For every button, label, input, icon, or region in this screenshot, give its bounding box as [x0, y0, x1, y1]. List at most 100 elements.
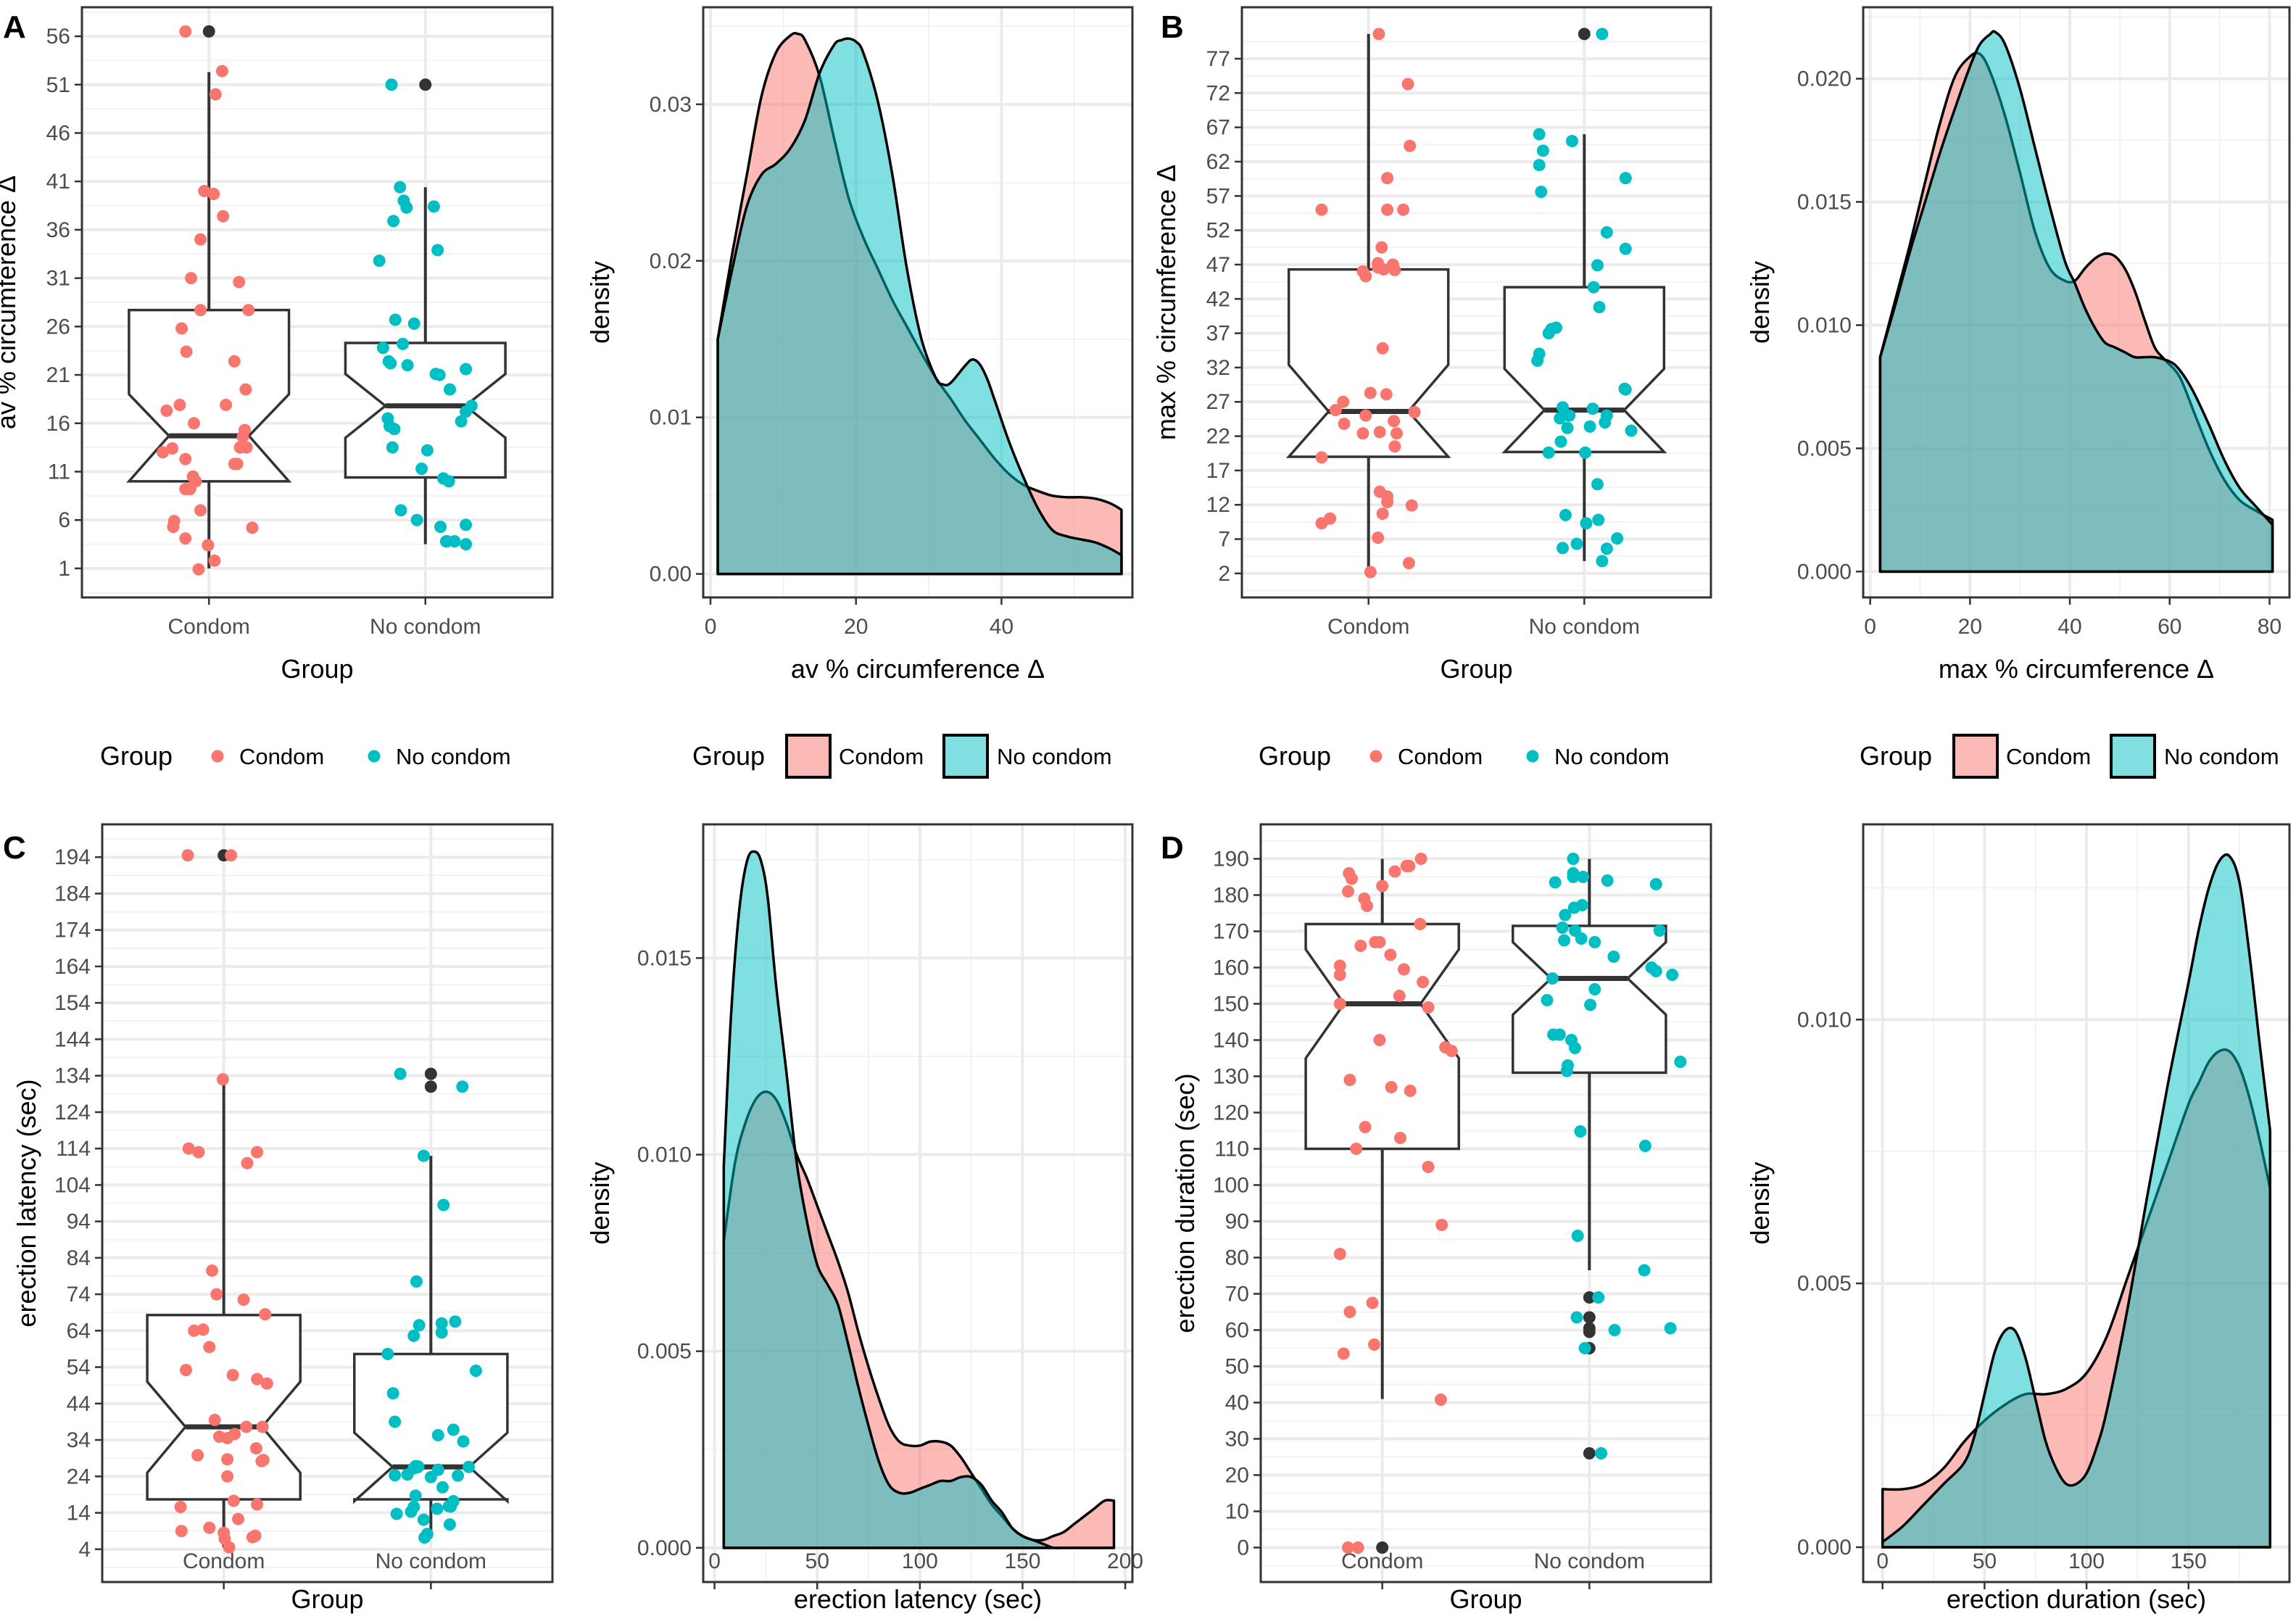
y-tick-label: 12 — [1206, 493, 1230, 517]
y-tick-label: 0 — [1237, 1536, 1249, 1560]
y-axis-title: density — [1745, 1162, 1775, 1244]
x-tick-label: No condom — [1534, 1549, 1645, 1573]
data-point — [390, 1507, 403, 1520]
x-axis-title: erection latency (sec) — [794, 1584, 1042, 1614]
data-point — [194, 304, 207, 317]
data-point — [1414, 918, 1427, 930]
data-point — [1611, 532, 1624, 545]
data-point — [1376, 508, 1389, 521]
data-point — [1373, 936, 1386, 948]
data-point — [1402, 557, 1415, 570]
data-point — [1600, 225, 1613, 239]
data-point — [242, 304, 255, 317]
data-point — [456, 1080, 469, 1093]
outlier-point — [424, 1067, 437, 1080]
legend-title: Group — [1259, 741, 1331, 771]
legend-key-condom — [785, 734, 832, 779]
y-axis-title: erection latency (sec) — [12, 1079, 41, 1327]
data-point — [233, 276, 246, 289]
x-tick-label: 150 — [1004, 1549, 1040, 1573]
legend-key-no-condom — [368, 750, 381, 763]
data-point — [1445, 1045, 1458, 1057]
data-point — [394, 181, 407, 194]
y-tick-label: 104 — [54, 1173, 91, 1197]
data-point — [1381, 203, 1394, 216]
data-point — [1333, 959, 1346, 972]
data-point — [1414, 853, 1427, 865]
y-tick-label: 36 — [46, 218, 70, 242]
data-point — [1571, 1230, 1584, 1242]
y-tick-label: 0.00 — [650, 563, 692, 587]
y-tick-label: 0.010 — [637, 1143, 692, 1167]
data-point — [1333, 1248, 1346, 1260]
x-tick-label: Condom — [183, 1549, 265, 1573]
data-point — [410, 513, 423, 526]
data-point — [1575, 932, 1588, 945]
y-tick-label: 57 — [1206, 184, 1230, 208]
data-point — [452, 1469, 465, 1482]
data-point — [196, 1323, 210, 1336]
x-tick-label: 100 — [2068, 1549, 2105, 1573]
data-point — [1580, 517, 1593, 530]
data-point — [256, 1420, 269, 1433]
legend-key-no-condom — [942, 734, 989, 779]
data-point — [1403, 860, 1416, 872]
data-point — [1674, 1056, 1687, 1068]
y-tick-label: 134 — [54, 1064, 91, 1088]
y-tick-label: 0.005 — [1797, 436, 1852, 460]
data-point — [1556, 922, 1569, 934]
data-point — [1533, 128, 1546, 141]
data-point — [1341, 885, 1354, 898]
data-point — [387, 215, 400, 228]
y-tick-label: 56 — [46, 25, 70, 49]
data-point — [1607, 951, 1620, 963]
data-point — [1422, 1001, 1435, 1014]
panel-border — [1862, 823, 2291, 1583]
data-point — [1394, 1132, 1407, 1144]
y-tick-label: 47 — [1206, 253, 1230, 277]
y-axis-title: av % circumference Δ — [0, 175, 21, 429]
y-axis-title: density — [1745, 261, 1775, 344]
legend-key-condom — [211, 750, 224, 763]
data-point — [179, 452, 192, 465]
data-point — [1666, 969, 1679, 981]
points-condom — [1315, 28, 1421, 579]
y-tick-label: 130 — [1213, 1065, 1249, 1089]
panel-border — [80, 6, 554, 599]
data-point — [1570, 537, 1583, 550]
y-tick-label: 0.005 — [637, 1340, 692, 1364]
x-axis-title: Group — [1449, 1584, 1522, 1614]
x-tick-label: 80 — [2258, 615, 2282, 639]
data-point — [223, 1541, 236, 1554]
data-point — [1391, 427, 1404, 440]
data-point — [227, 1494, 240, 1507]
data-point — [437, 1198, 450, 1212]
data-point — [376, 341, 389, 355]
data-point — [1345, 872, 1358, 885]
y-tick-label: 140 — [1213, 1029, 1249, 1053]
data-point — [1373, 426, 1386, 439]
data-point — [1559, 508, 1572, 521]
data-point — [413, 1319, 426, 1332]
data-point — [1577, 871, 1590, 883]
points-condom — [157, 25, 259, 576]
data-point — [386, 441, 399, 454]
data-point — [436, 1481, 449, 1494]
data-point — [221, 1470, 234, 1483]
y-tick-label: 22 — [1206, 425, 1230, 449]
panel-label-b: B — [1161, 9, 1184, 45]
data-point — [259, 1308, 272, 1321]
y-tick-label: 40 — [1225, 1391, 1249, 1415]
y-tick-label: 41 — [46, 170, 70, 194]
data-point — [443, 1518, 456, 1531]
x-tick-label: No condom — [376, 1549, 486, 1573]
legend-label-no-condom: No condom — [2164, 744, 2279, 769]
data-point — [388, 423, 401, 436]
data-point — [1350, 1143, 1363, 1155]
y-tick-label: 31 — [46, 267, 70, 291]
points-condom — [1333, 853, 1458, 1554]
y-tick-label: 124 — [54, 1101, 91, 1125]
data-point — [1385, 1081, 1398, 1093]
